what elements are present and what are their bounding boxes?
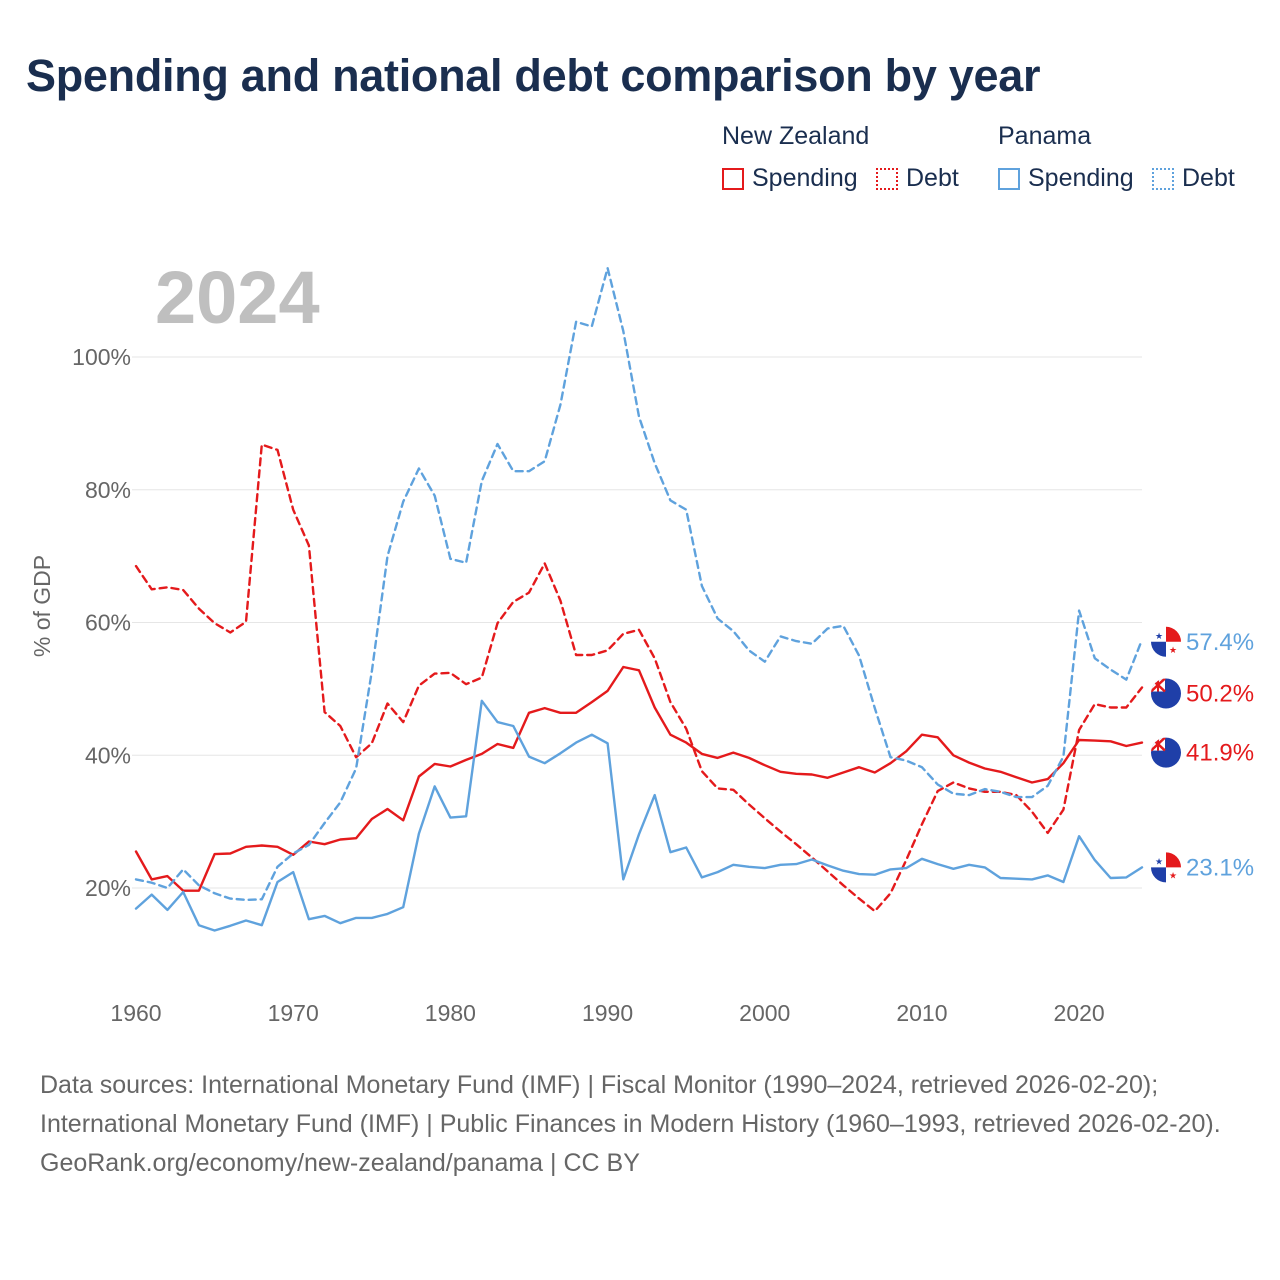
svg-text:★: ★ — [1169, 870, 1177, 880]
y-tick-label: 60% — [85, 610, 131, 636]
x-tick-label: 2000 — [739, 1000, 790, 1026]
legend-label: Debt — [906, 164, 959, 192]
legend-label: Spending — [1028, 164, 1134, 192]
chart-title: Spending and national debt comparison by… — [26, 50, 1041, 101]
x-axis: 1960 1970 1980 1990 2000 2010 2020 — [110, 1000, 1104, 1026]
legend-group-new-zealand: New Zealand — [722, 122, 870, 150]
end-value-label: 23.1% — [1186, 854, 1254, 881]
x-tick-label: 1990 — [582, 1000, 633, 1026]
year-overlay: 2024 — [155, 256, 320, 339]
series-line-new-zealand-spending[interactable] — [134, 665, 1144, 892]
end-value-label: 57.4% — [1186, 629, 1254, 656]
legend-entry-pa-spending[interactable]: Spending — [998, 164, 1134, 193]
x-tick-label: 1980 — [425, 1000, 476, 1026]
y-tick-label: 20% — [85, 875, 131, 901]
x-tick-label: 2010 — [896, 1000, 947, 1026]
x-tick-label: 2020 — [1054, 1000, 1105, 1026]
legend-group-panama: Panama — [998, 122, 1092, 150]
y-tick-label: 40% — [85, 742, 131, 768]
legend-entry-pa-debt[interactable]: Debt — [1152, 164, 1235, 193]
sources-link[interactable]: GeoRank.org/economy/new-zealand/panama |… — [40, 1149, 640, 1177]
new-zealand-flag-icon — [1151, 737, 1181, 768]
panama-flag-icon: ★★ — [1151, 626, 1181, 657]
x-tick-label: 1960 — [110, 1000, 161, 1026]
y-tick-label: 100% — [72, 344, 131, 370]
legend-entry-nz-debt[interactable]: Debt — [876, 164, 959, 193]
series-lines — [134, 266, 1144, 932]
end-markers: ★★ 57.4%50.2%41.9%★★ 23.1% — [1151, 626, 1254, 883]
series-line-new-zealand-debt[interactable] — [134, 443, 1144, 913]
svg-text:★: ★ — [1155, 631, 1163, 641]
line-chart: 2024 20% 40% 60% 80% 100% 1960 1970 1980 1990 20… — [29, 256, 1254, 1026]
legend-swatch-dotted-icon — [1152, 167, 1174, 190]
y-tick-label: 80% — [85, 477, 131, 503]
series-line-panama-spending[interactable] — [134, 699, 1144, 932]
legend-label: Spending — [752, 164, 858, 192]
legend-swatch-solid-icon — [722, 167, 744, 190]
legend-label: Debt — [1182, 164, 1235, 192]
end-value-label: 41.9% — [1186, 740, 1254, 767]
new-zealand-flag-icon — [1151, 678, 1181, 709]
x-tick-label: 1970 — [268, 1000, 319, 1026]
svg-text:★: ★ — [1155, 856, 1163, 866]
series-line-panama-debt[interactable] — [134, 266, 1144, 902]
legend-entry-nz-spending[interactable]: Spending — [722, 164, 858, 193]
panama-flag-icon: ★★ — [1151, 852, 1181, 883]
legend-swatch-solid-icon — [998, 167, 1020, 190]
y-axis: 20% 40% 60% 80% 100% — [72, 344, 131, 901]
svg-text:★: ★ — [1169, 645, 1177, 655]
sources-text: Data sources: International Monetary Fun… — [40, 1071, 1221, 1138]
data-sources: Data sources: International Monetary Fun… — [40, 1066, 1240, 1183]
legend-swatch-dotted-icon — [876, 167, 898, 190]
y-axis-label: % of GDP — [29, 555, 55, 657]
gridlines — [132, 356, 1142, 889]
end-value-label: 50.2% — [1186, 681, 1254, 708]
